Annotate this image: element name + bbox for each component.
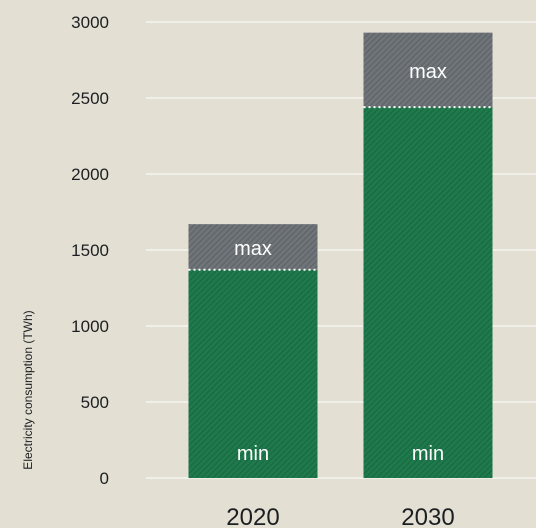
y-tick-label: 2500: [71, 89, 109, 108]
y-tick-label: 2000: [71, 165, 109, 184]
y-tick-label: 0: [100, 469, 109, 488]
bar-texture-max-2020: [188, 224, 318, 270]
x-category-label: 2030: [401, 504, 454, 528]
x-axis-categories: 2020 2030: [226, 504, 454, 528]
y-tick-label: 1500: [71, 241, 109, 260]
segment-label-max-2030: max: [409, 61, 447, 83]
segment-label-max-2020: max: [234, 238, 272, 260]
bar-texture-min-2030: [363, 107, 493, 479]
y-tick-label: 3000: [71, 13, 109, 32]
bar-texture-min-2020: [188, 269, 318, 478]
bars: [188, 32, 493, 479]
segment-label-min-2030: min: [412, 443, 444, 465]
segment-label-min-2020: min: [237, 443, 269, 465]
y-axis-ticks: 0 500 1000 1500 2000 2500 3000: [71, 13, 109, 488]
y-tick-label: 1000: [71, 317, 109, 336]
bar-texture-max-2030: [363, 32, 493, 108]
y-tick-label: 500: [81, 393, 109, 412]
segment-labels: min max min max: [234, 61, 447, 465]
y-axis-title: Electricity consumption (TWh): [21, 310, 35, 469]
x-category-label: 2020: [226, 504, 279, 528]
